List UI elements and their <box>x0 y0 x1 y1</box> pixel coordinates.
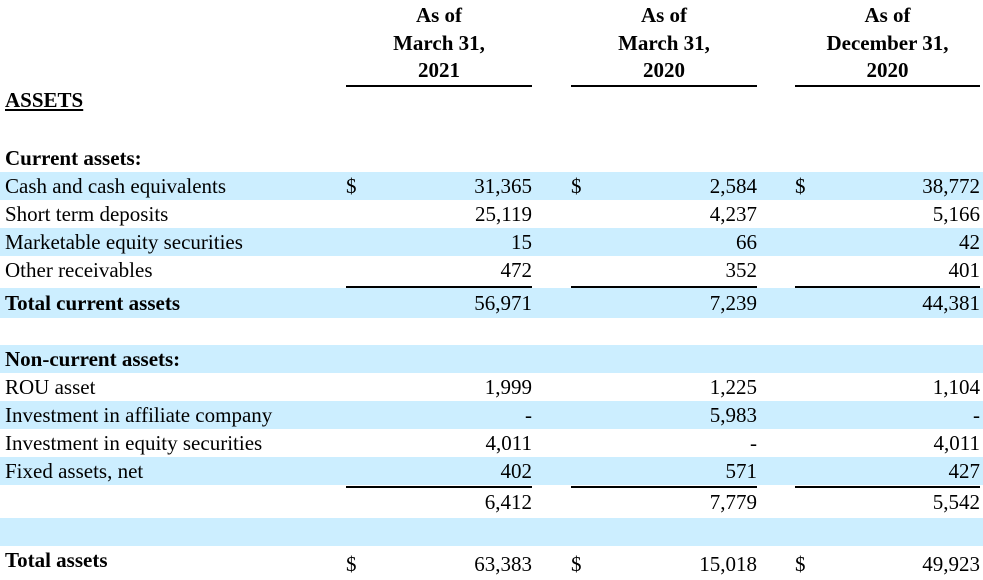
value: 7,779 <box>709 490 757 514</box>
value: 7,239 <box>709 291 757 315</box>
value: 5,166 <box>932 202 980 226</box>
column-header-line: As of <box>864 3 911 27</box>
dollar-sign: $ <box>795 552 806 576</box>
dollar-sign: $ <box>346 174 357 198</box>
value: 5,983 <box>709 403 757 427</box>
header-underline <box>346 85 532 87</box>
column-header-december-2020: As of December 31, 2020 <box>795 2 980 85</box>
value: 38,772 <box>922 174 980 198</box>
total-assets-row: Total assets $ 63,383 $ 15,018 $ 49,923 <box>0 548 983 578</box>
value: 571 <box>725 459 758 483</box>
assets-heading: ASSETS <box>5 88 84 112</box>
value: 5,542 <box>932 490 980 514</box>
table-row: Fixed assets, net 402 571 427 <box>0 457 983 485</box>
value: - <box>750 431 757 455</box>
value: 352 <box>725 258 758 282</box>
row-label: Total current assets <box>5 291 180 315</box>
total-current-assets-row: Total current assets 56,971 7,239 44,381 <box>0 288 983 318</box>
table-row: Short term deposits 25,119 4,237 5,166 <box>0 200 983 228</box>
value: 6,412 <box>484 490 532 514</box>
value: 42 <box>959 230 980 254</box>
subtotal-rule <box>571 486 757 488</box>
row-label: Other receivables <box>5 258 153 282</box>
row-label: Fixed assets, net <box>5 459 144 483</box>
column-header-line: 2020 <box>866 58 909 82</box>
value: 31,365 <box>474 174 532 198</box>
current-assets-heading-row: Current assets: <box>0 144 983 172</box>
value: 2,584 <box>709 174 757 198</box>
value: 472 <box>500 258 533 282</box>
column-header-line: As of <box>640 3 688 27</box>
spacer-band <box>0 518 983 546</box>
value: - <box>973 403 980 427</box>
value: 401 <box>948 258 981 282</box>
row-label: Marketable equity securities <box>5 230 243 254</box>
value: 4,237 <box>709 202 757 226</box>
value: 4,011 <box>933 431 980 455</box>
value: 427 <box>948 459 981 483</box>
column-header-march-2020: As of March 31, 2020 <box>571 2 757 85</box>
row-label: Cash and cash equivalents <box>5 174 227 198</box>
row-label: Total assets <box>5 548 108 572</box>
column-header-line: March 31, <box>618 30 710 55</box>
value: 49,923 <box>922 552 980 576</box>
column-header-line: December 31, <box>826 30 949 55</box>
value: 63,383 <box>474 552 532 576</box>
value: 4,011 <box>485 431 532 455</box>
subtotal-rule <box>346 486 532 488</box>
noncurrent-subtotal-row: 6,412 7,779 5,542 <box>0 488 983 516</box>
subtotal-rule <box>795 286 980 288</box>
value: 15 <box>511 230 532 254</box>
row-label: Short term deposits <box>5 202 169 226</box>
row-label: ROU asset <box>5 375 96 399</box>
value: 1,104 <box>932 375 980 399</box>
table-row: Investment in affiliate company - 5,983 … <box>0 401 983 429</box>
current-assets-heading: Current assets: <box>5 146 142 170</box>
value: 66 <box>736 230 757 254</box>
row-label: Investment in affiliate company <box>5 403 273 427</box>
noncurrent-assets-heading-row: Non-current assets: <box>0 345 983 373</box>
value: 402 <box>500 459 533 483</box>
value: - <box>525 403 532 427</box>
column-header-line: 2020 <box>643 58 685 82</box>
column-header-march-2021: As of March 31, 2021 <box>346 2 532 85</box>
header-underline <box>571 85 757 87</box>
table-row: ROU asset 1,999 1,225 1,104 <box>0 373 983 401</box>
table-row: Cash and cash equivalents $ 31,365 $ 2,5… <box>0 172 983 200</box>
value: 15,018 <box>699 552 757 576</box>
table-row: Investment in equity securities 4,011 - … <box>0 429 983 457</box>
dollar-sign: $ <box>346 552 357 576</box>
column-header-line: As of <box>415 3 463 27</box>
value: 44,381 <box>922 291 980 315</box>
value: 56,971 <box>474 291 532 315</box>
subtotal-rule <box>346 286 532 288</box>
table-row: Marketable equity securities 15 66 42 <box>0 228 983 256</box>
row-label: Investment in equity securities <box>5 431 263 455</box>
dollar-sign: $ <box>571 552 582 576</box>
dollar-sign: $ <box>571 174 582 198</box>
subtotal-rule <box>795 486 980 488</box>
column-header-line: 2021 <box>418 58 460 82</box>
value: 1,225 <box>709 375 757 399</box>
noncurrent-assets-heading: Non-current assets: <box>5 347 181 371</box>
header-underline <box>795 85 980 87</box>
dollar-sign: $ <box>795 174 806 198</box>
table-row: Other receivables 472 352 401 <box>0 256 983 284</box>
value: 25,119 <box>475 202 532 226</box>
column-header-line: March 31, <box>393 30 485 55</box>
subtotal-rule <box>571 286 757 288</box>
value: 1,999 <box>484 375 532 399</box>
